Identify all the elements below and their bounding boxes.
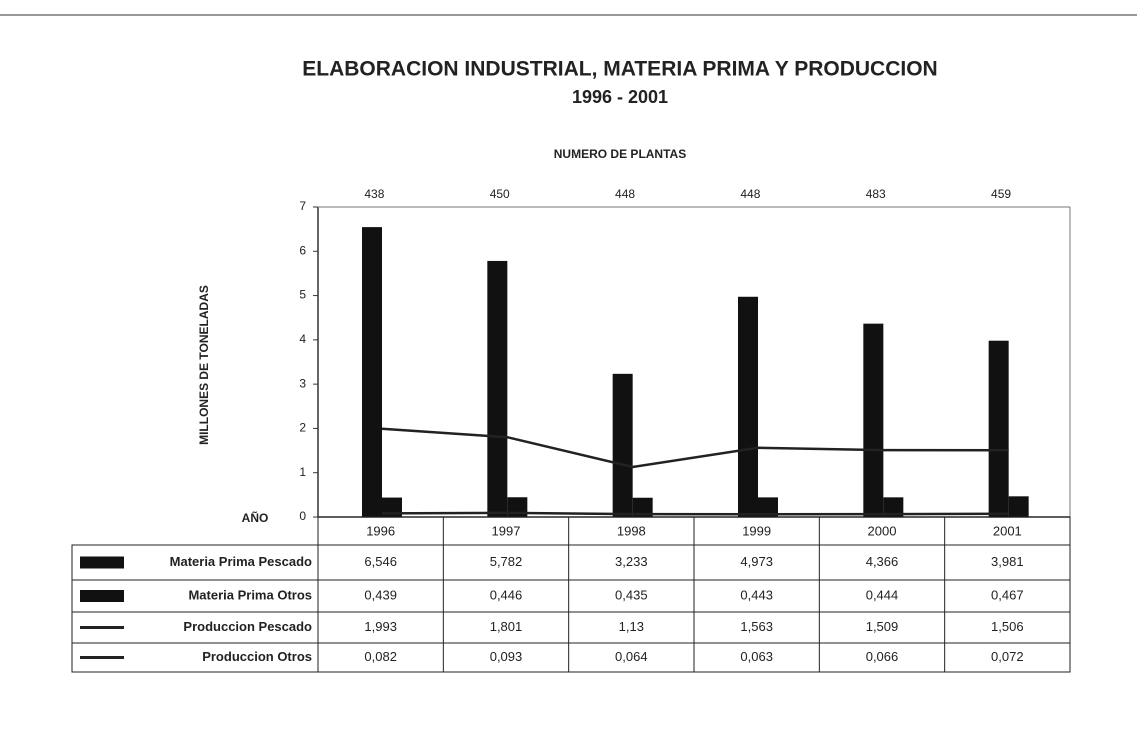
table-value: 0,063 (740, 649, 773, 664)
x-tick-label: 1999 (742, 523, 771, 538)
y-tick-label: 2 (299, 421, 306, 435)
y-tick-label: 0 (299, 509, 306, 523)
table-value: 5,782 (490, 554, 523, 569)
bar (758, 497, 778, 517)
legend-swatch (80, 556, 124, 569)
table-value: 0,439 (364, 587, 397, 602)
table-value: 0,072 (991, 649, 1024, 664)
top-label: NUMERO DE PLANTAS (554, 147, 686, 161)
x-tick-label: 1996 (366, 523, 395, 538)
y-tick-label: 3 (299, 376, 306, 390)
bar (883, 497, 904, 517)
table-value: 1,13 (619, 619, 644, 634)
bar (988, 340, 1009, 517)
table-value: 0,467 (991, 587, 1024, 602)
line (381, 427, 1009, 469)
table-value: 3,981 (991, 554, 1024, 569)
table-value: 1,801 (490, 619, 523, 634)
table-value: 0,435 (615, 587, 648, 602)
legend-label: Materia Prima Pescado (170, 554, 312, 569)
table-value: 1,506 (991, 619, 1024, 634)
plant-count: 448 (740, 187, 760, 201)
table-value: 1,509 (866, 619, 899, 634)
chart-title: ELABORACION INDUSTRIAL, MATERIA PRIMA Y … (302, 58, 937, 81)
table-value: 0,444 (866, 587, 899, 602)
table-value: 1,563 (740, 619, 773, 634)
table-value: 0,064 (615, 649, 648, 664)
table-value: 0,443 (740, 587, 773, 602)
table-value: 0,093 (490, 649, 523, 664)
plant-count: 459 (991, 187, 1011, 201)
y-tick-label: 1 (299, 465, 306, 479)
bar (362, 227, 382, 517)
table-value: 3,233 (615, 554, 648, 569)
plant-count: 450 (490, 187, 510, 201)
table-value: 0,066 (866, 649, 899, 664)
legend-label: Materia Prima Otros (188, 587, 312, 602)
y-axis-label: MILLONES DE TONELADAS (197, 285, 211, 445)
chart-subtitle: 1996 - 2001 (572, 87, 668, 107)
plant-count: 438 (364, 187, 384, 201)
x-tick-label: 2001 (993, 523, 1022, 538)
y-tick-label: 7 (299, 199, 306, 213)
plant-count: 483 (866, 187, 886, 201)
bar (1008, 496, 1029, 517)
x-axis-label: AÑO (242, 510, 269, 525)
table-value: 4,366 (866, 554, 899, 569)
bar (632, 497, 653, 517)
bar (863, 323, 884, 517)
y-tick-label: 4 (299, 332, 306, 346)
bar (738, 296, 758, 517)
legend-label: Produccion Otros (202, 649, 312, 664)
x-tick-label: 1997 (492, 523, 521, 538)
table-value: 0,082 (364, 649, 397, 664)
table-value: 0,446 (490, 587, 523, 602)
bar (612, 373, 633, 517)
line (381, 511, 1009, 516)
legend-swatch (80, 590, 124, 602)
x-tick-label: 2000 (868, 523, 897, 538)
table-value: 4,973 (740, 554, 773, 569)
legend-label: Produccion Pescado (183, 619, 312, 634)
y-tick-label: 6 (299, 243, 306, 257)
table-value: 6,546 (364, 554, 397, 569)
plant-count: 448 (615, 187, 635, 201)
table-value: 1,993 (364, 619, 397, 634)
y-tick-label: 5 (299, 288, 306, 302)
bar (487, 260, 508, 517)
x-tick-label: 1998 (617, 523, 646, 538)
